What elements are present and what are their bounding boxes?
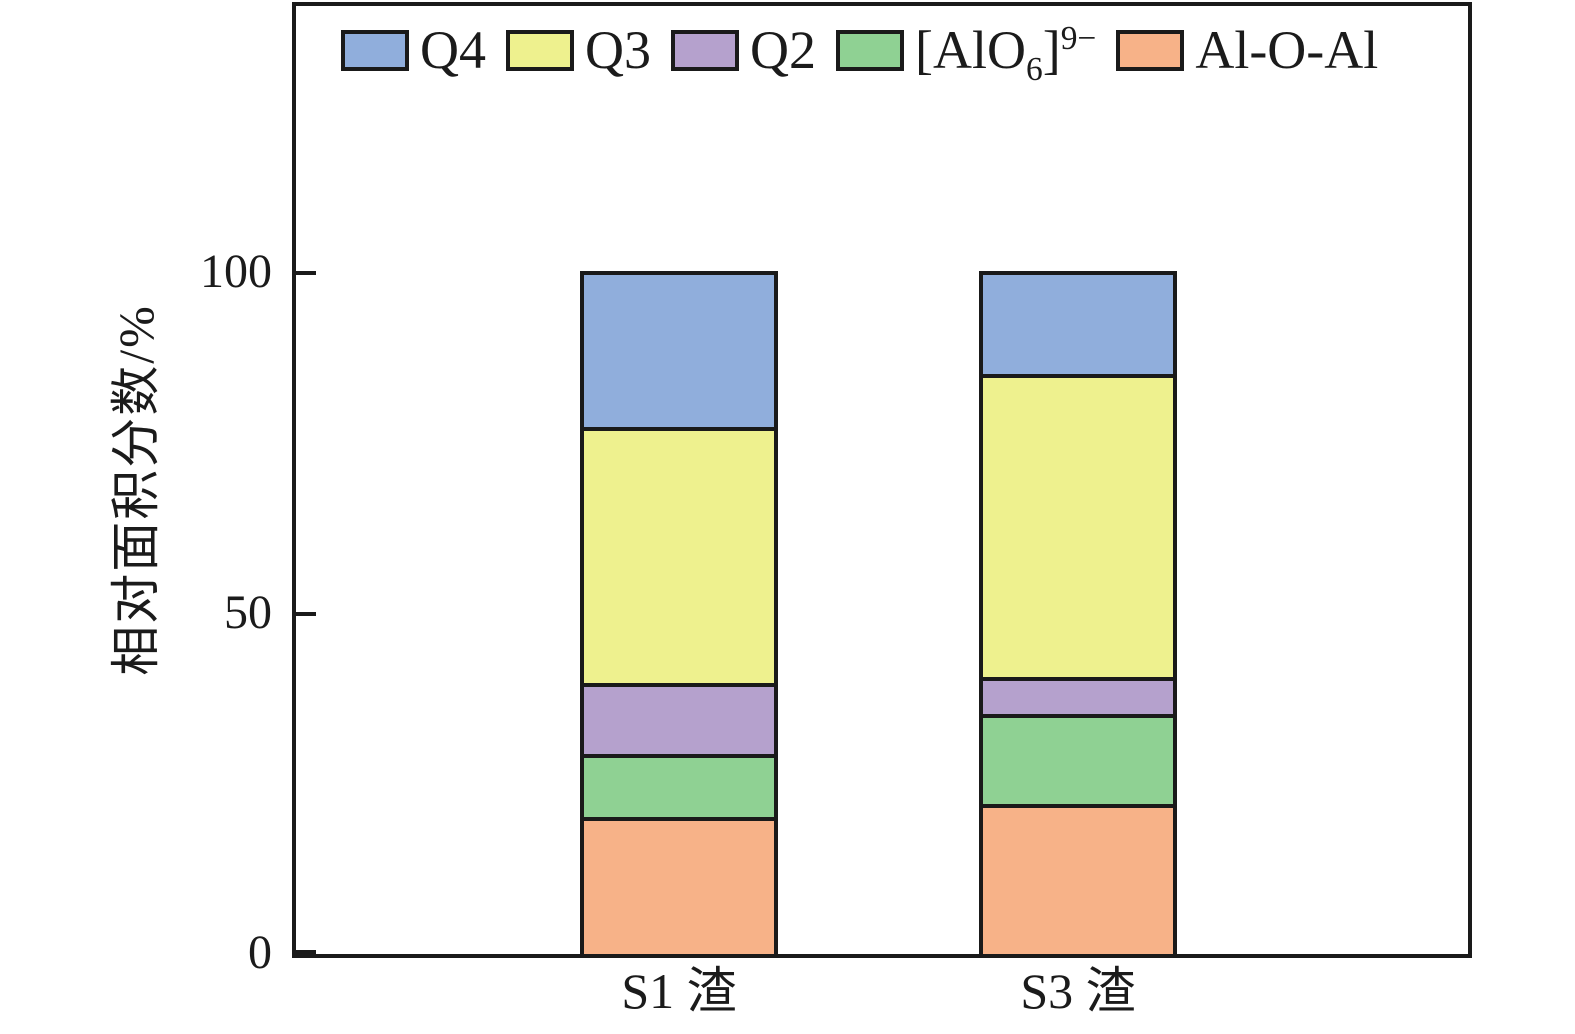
bar-segment bbox=[983, 374, 1173, 677]
legend-item-3: Q2 bbox=[671, 23, 816, 77]
bar-segment bbox=[983, 676, 1173, 714]
legend: Q4 Q3 Q2 [AlO6]9− Al-O-Al bbox=[341, 22, 1378, 86]
bar-segment bbox=[584, 427, 774, 684]
y-tick-label: 50 bbox=[224, 585, 272, 639]
bar-segment bbox=[983, 275, 1173, 375]
legend-swatch-icon bbox=[1116, 29, 1185, 71]
bar-segment bbox=[584, 753, 774, 818]
legend-item-1: Q4 bbox=[341, 23, 486, 77]
bar-segment bbox=[584, 817, 774, 954]
legend-item-2: Q3 bbox=[506, 23, 651, 77]
bar-segment bbox=[584, 275, 774, 428]
legend-item-5: Al-O-Al bbox=[1116, 23, 1378, 77]
bar-segment bbox=[983, 713, 1173, 805]
legend-label: Q3 bbox=[585, 20, 651, 80]
bar-segment bbox=[584, 683, 774, 754]
legend-swatch-icon bbox=[836, 29, 904, 71]
y-tick-mark bbox=[296, 950, 316, 954]
y-tick-mark bbox=[296, 271, 316, 275]
legend-label: Q4 bbox=[420, 20, 486, 80]
y-tick-label: 100 bbox=[200, 245, 272, 299]
legend-swatch-icon bbox=[506, 29, 574, 71]
x-category-label: S1 渣 bbox=[621, 963, 737, 1019]
plot-area: Q4 Q3 Q2 [AlO6]9− Al-O-Al bbox=[292, 2, 1472, 958]
legend-label: Al-O-Al bbox=[1195, 20, 1379, 80]
bar-segment bbox=[983, 804, 1173, 954]
legend-item-4: [AlO6]9− bbox=[836, 20, 1097, 88]
legend-swatch-icon bbox=[671, 29, 739, 71]
legend-swatch-icon bbox=[341, 29, 409, 71]
y-tick-label: 0 bbox=[248, 926, 272, 980]
legend-label: [AlO6]9− bbox=[915, 20, 1097, 88]
stacked-bar-1 bbox=[580, 271, 778, 958]
x-category-label: S3 渣 bbox=[1020, 963, 1136, 1019]
stacked-bar-2 bbox=[979, 271, 1177, 958]
y-tick-mark bbox=[296, 611, 316, 616]
legend-label: Q2 bbox=[750, 20, 816, 80]
